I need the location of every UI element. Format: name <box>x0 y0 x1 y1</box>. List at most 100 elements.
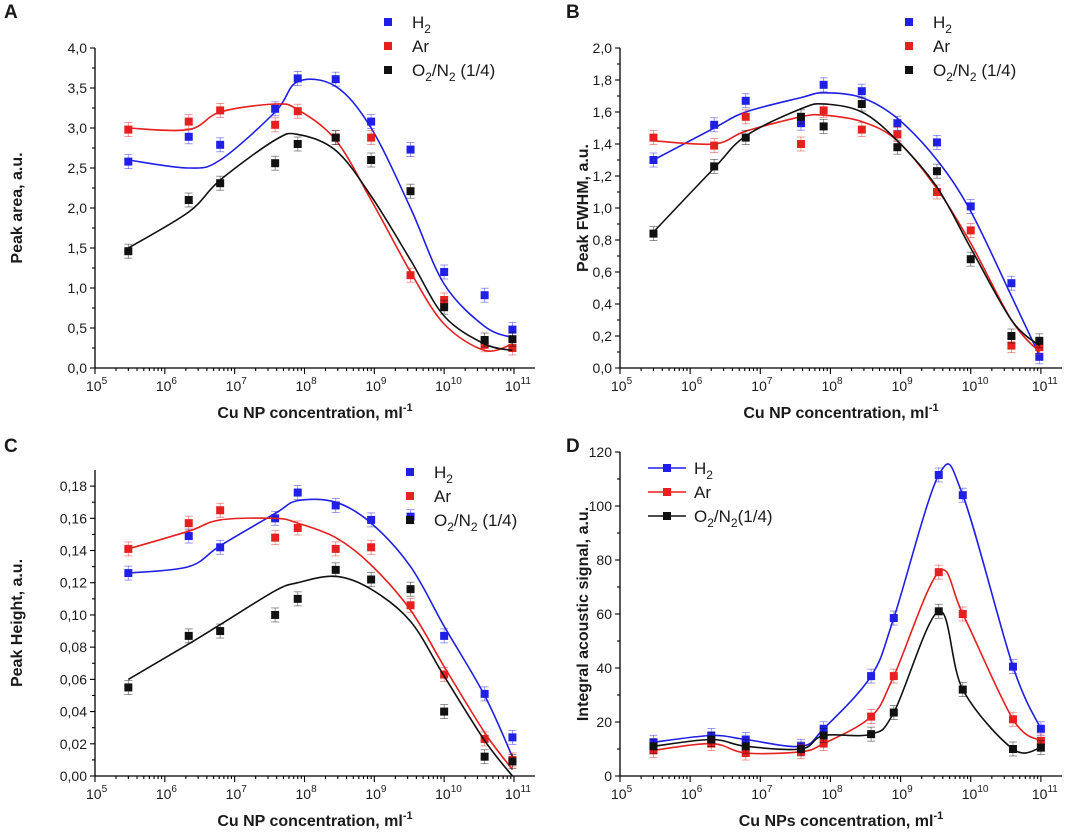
data-point <box>480 336 489 344</box>
data-point <box>331 565 340 574</box>
data-point <box>508 335 517 344</box>
data-point <box>508 325 517 334</box>
y-tick-label: 1,5 <box>68 240 88 256</box>
series-o2-n2-1-4-: O2/N2(1/4) <box>648 507 1045 757</box>
legend-label-sub: 2 <box>945 22 952 36</box>
x-tick-base: 10 <box>751 378 767 394</box>
legend-label-sub: 2 <box>447 520 454 534</box>
legend-label: Ar <box>412 37 429 56</box>
legend-marker <box>384 66 392 74</box>
x-tick-base: 10 <box>751 786 767 802</box>
x-tick-exponent: 9 <box>381 784 387 795</box>
data-point <box>293 74 302 83</box>
data-point <box>367 543 376 552</box>
x-tick-exponent: 8 <box>311 376 317 387</box>
series-line <box>128 103 513 352</box>
data-point <box>857 87 866 96</box>
legend-label-sub: 2 <box>425 70 432 84</box>
x-tick-exponent: 8 <box>837 376 843 387</box>
x-tick-label: 108 <box>821 376 843 394</box>
legend-label-main: H <box>933 13 945 32</box>
y-tick-label: 0,4 <box>593 296 613 312</box>
x-tick-exponent: 5 <box>102 376 108 387</box>
x-tick-exponent: 5 <box>627 376 633 387</box>
x-tick-base: 10 <box>435 378 451 394</box>
legend-marker <box>663 488 671 496</box>
data-point <box>867 712 876 721</box>
legend-label-tail: /N <box>454 511 471 530</box>
data-point <box>1008 662 1017 671</box>
x-tick-label: 109 <box>892 784 914 802</box>
x-tick-label: 1010 <box>435 784 462 802</box>
x-tick-base: 10 <box>681 786 697 802</box>
legend-label-sub: 2 <box>946 70 953 84</box>
data-point <box>710 162 719 171</box>
legend-label-tail: (1/4) <box>738 507 773 526</box>
data-point <box>293 488 302 497</box>
data-point <box>124 683 133 692</box>
data-point <box>867 730 876 739</box>
data-point <box>932 138 941 147</box>
x-tick-exponent: 6 <box>697 376 703 387</box>
legend-marker <box>905 66 913 74</box>
y-tick-label: 120 <box>589 444 613 460</box>
x-tick-base: 10 <box>962 786 978 802</box>
data-point <box>367 117 376 126</box>
legend-marker <box>406 492 414 500</box>
series-ar: Ar <box>649 37 1044 355</box>
y-tick-label: 100 <box>589 498 613 514</box>
series-line <box>127 575 514 777</box>
x-tick-exponent: 10 <box>451 376 463 387</box>
x-tick-exponent: 8 <box>311 784 317 795</box>
y-tick-label: 0,02 <box>60 736 87 752</box>
y-tick-label: 0,06 <box>60 671 87 687</box>
x-tick-label: 105 <box>611 376 633 394</box>
legend-label: Ar <box>694 483 711 502</box>
y-axis-title: Integral acoustic signal, a.u. <box>575 507 592 721</box>
data-point <box>819 122 828 131</box>
x-tick-label: 107 <box>751 376 773 394</box>
y-tick-label: 1,2 <box>593 168 613 184</box>
legend-label-sub: 2 <box>424 22 431 36</box>
legend-label-main: Ar <box>933 37 950 56</box>
x-tick-base: 10 <box>86 786 102 802</box>
data-point <box>184 132 193 141</box>
legend-label: O2/N2 (1/4) <box>412 61 495 84</box>
x-tick-label: 105 <box>611 784 633 802</box>
data-point <box>293 140 302 148</box>
x-tick-exponent: 10 <box>451 784 463 795</box>
legend-marker <box>384 18 392 26</box>
data-point <box>649 229 658 238</box>
data-point <box>331 544 340 553</box>
data-point <box>216 627 225 636</box>
data-point <box>480 689 489 698</box>
x-tick-exponent: 11 <box>1047 784 1058 795</box>
legend-label: O2/N2(1/4) <box>694 507 773 530</box>
data-point <box>367 133 376 142</box>
data-point <box>124 247 133 256</box>
data-point <box>508 344 517 352</box>
legend-label-main: Ar <box>412 37 429 56</box>
x-axis-title-sup: -1 <box>933 810 943 822</box>
data-point <box>966 202 975 211</box>
legend-marker <box>905 42 913 50</box>
x-tick-base: 10 <box>156 786 172 802</box>
x-tick-label: 1011 <box>1032 376 1058 394</box>
legend-label-main: H <box>434 463 446 482</box>
data-point <box>406 187 415 196</box>
x-tick-label: 1011 <box>505 376 531 394</box>
legend-label: O2/N2 (1/4) <box>434 511 517 534</box>
legend-label: H2 <box>434 463 453 486</box>
series-o2-n2-1-4-: O2/N2 (1/4) <box>124 61 517 352</box>
legend-label-main: O <box>434 511 447 530</box>
data-point <box>741 96 750 105</box>
data-point <box>480 734 489 743</box>
x-tick-base: 10 <box>505 786 521 802</box>
data-point <box>857 125 866 134</box>
x-tick-base: 10 <box>295 786 311 802</box>
series-h2: H2 <box>124 463 517 758</box>
data-point <box>124 125 133 134</box>
y-tick-label: 60 <box>596 606 612 622</box>
data-point <box>958 610 967 618</box>
